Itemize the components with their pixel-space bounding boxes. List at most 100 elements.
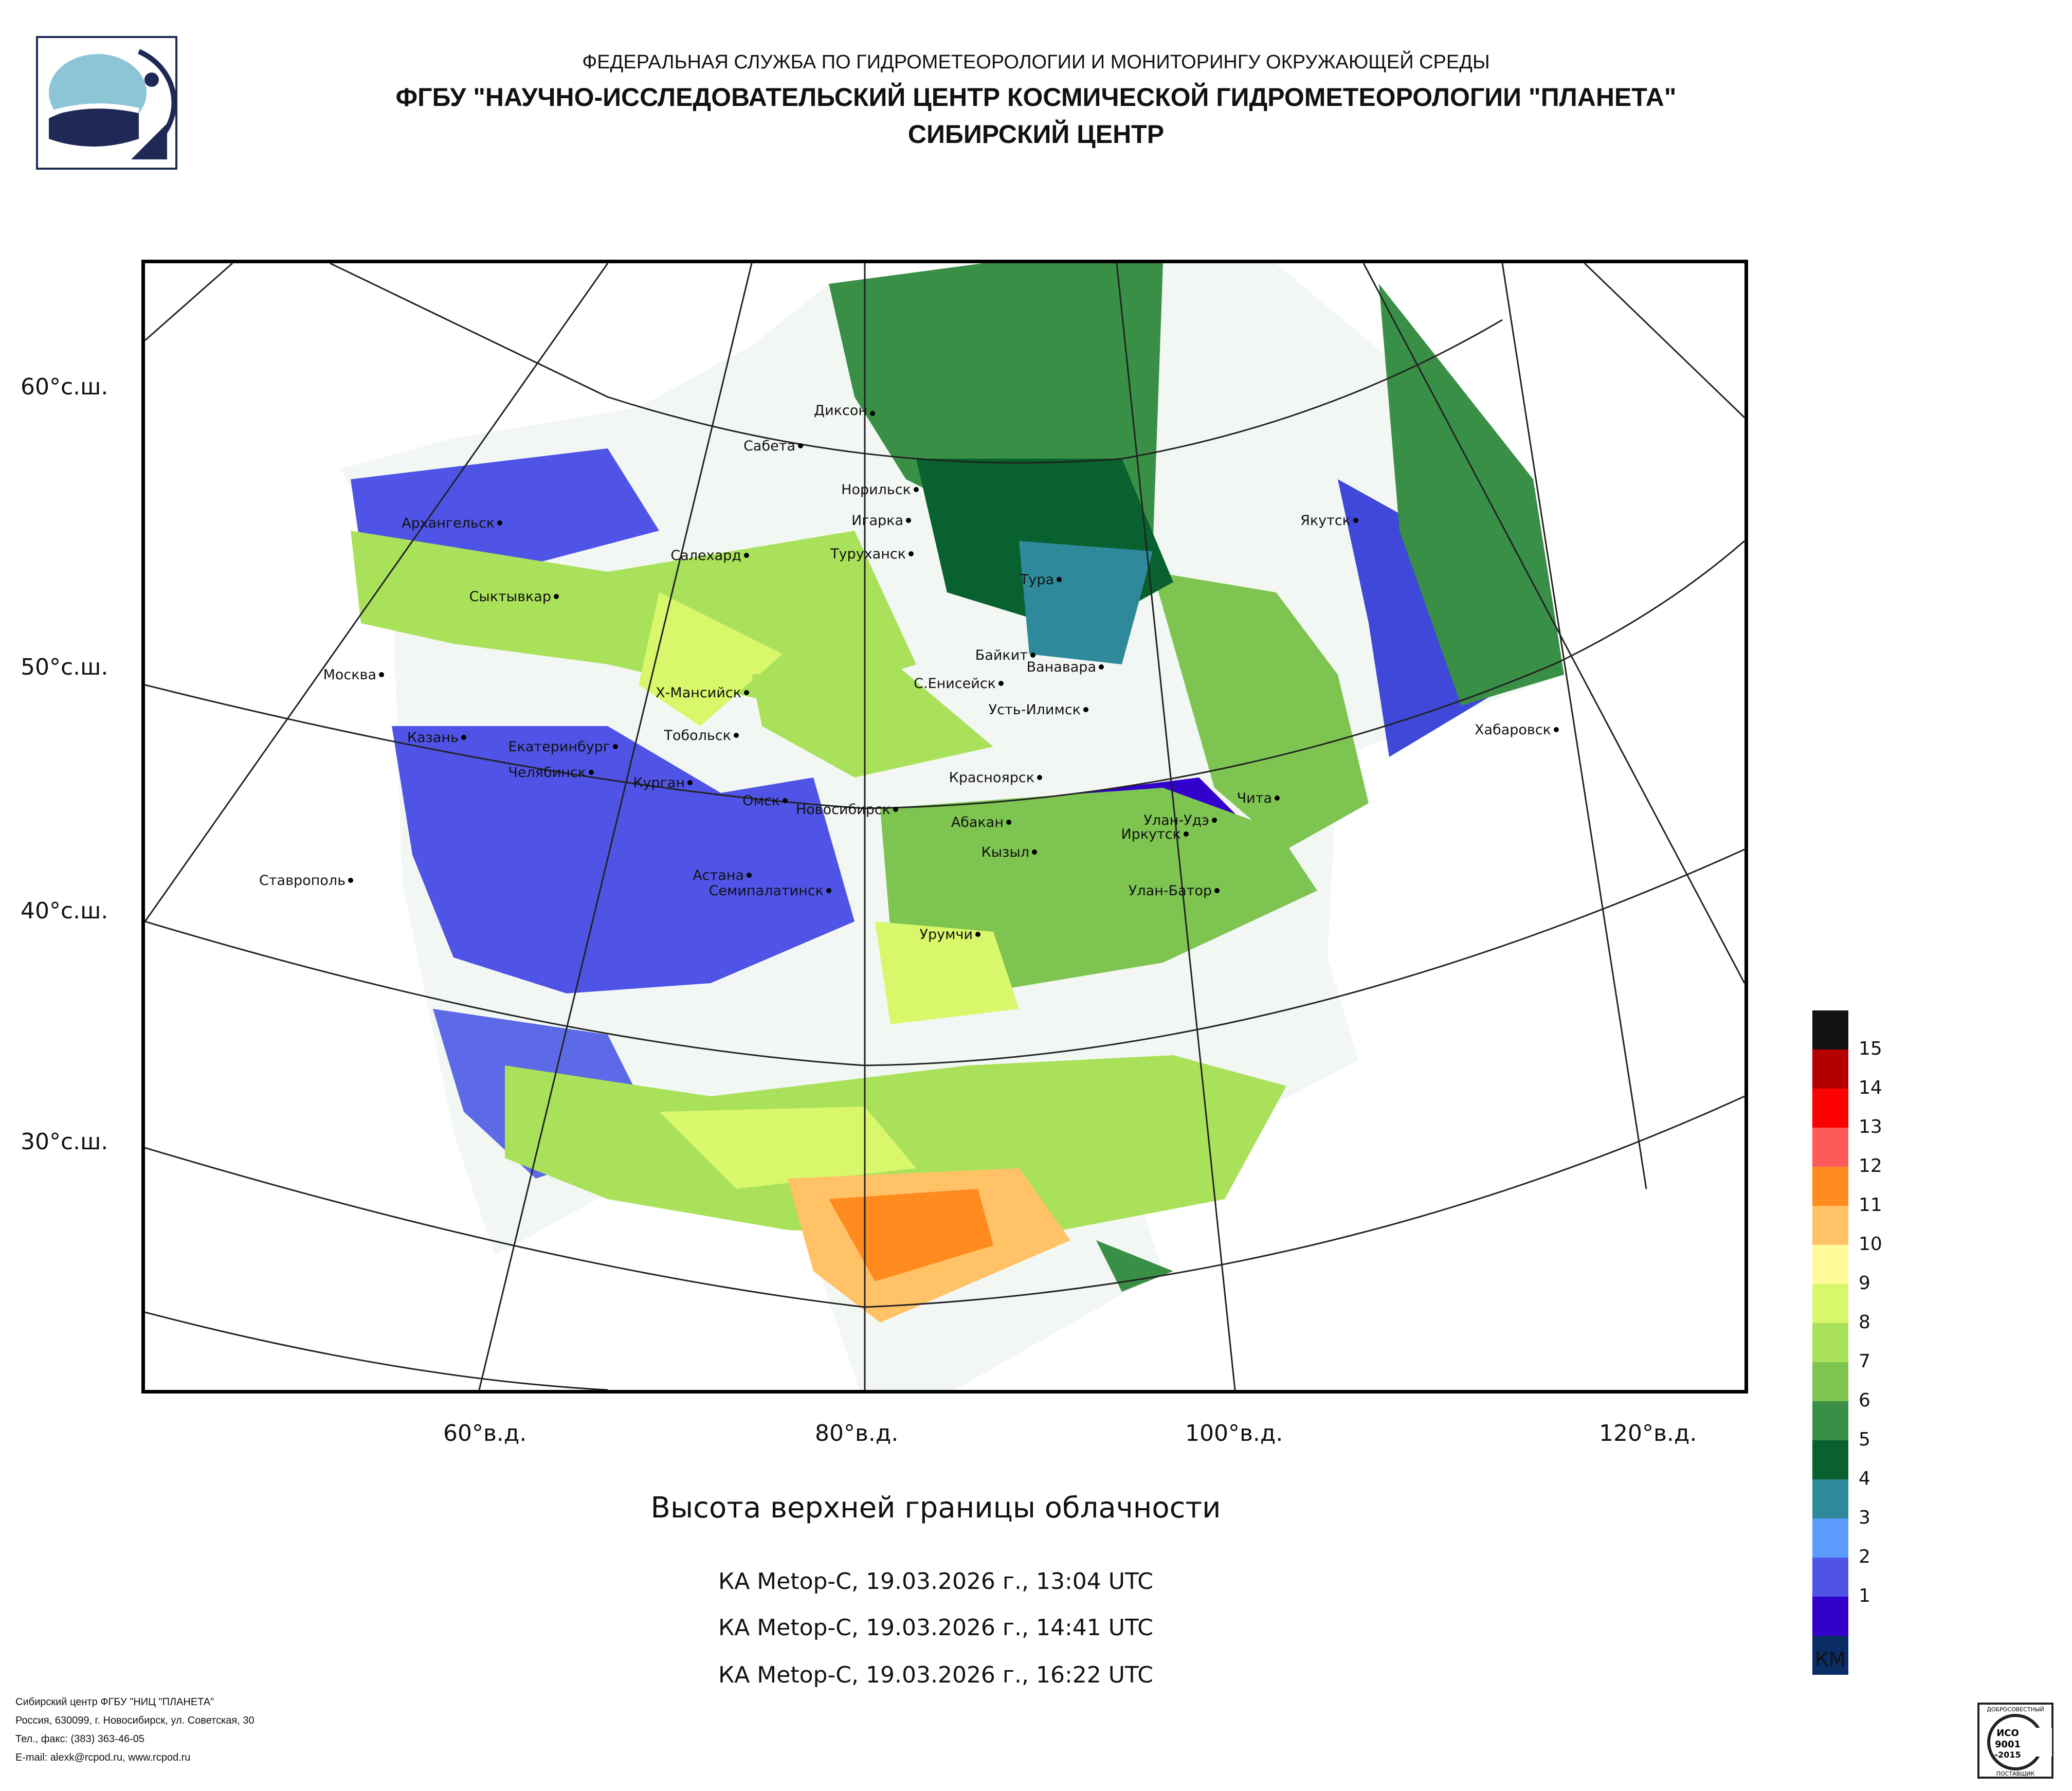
city-7-label: Архангельск — [402, 515, 495, 531]
legend-swatch-6 — [1812, 1245, 1848, 1284]
city-29-marker — [1032, 849, 1037, 855]
city-9-marker — [554, 594, 559, 599]
city-25-marker — [1275, 795, 1280, 801]
legend-swatch-10 — [1812, 1401, 1848, 1440]
cert-text-top: ДОБРОСОВЕСТНЫЙ — [1987, 1706, 2044, 1713]
legend-label-15: 15 — [1859, 1038, 1882, 1059]
cert-text-bottom: ПОСТАВЩИК — [1996, 1770, 2035, 1777]
legend-label-5: 5 — [1859, 1429, 1870, 1450]
legend-swatch-15 — [1812, 1597, 1848, 1636]
footer-address: Россия, 630099, г. Новосибирск, ул. Сове… — [15, 1715, 255, 1726]
city-1-label: Сабета — [743, 438, 795, 454]
city-30-marker — [348, 878, 353, 883]
cloud-coverage-swath — [340, 263, 1564, 1390]
city-10-label: Москва — [323, 667, 376, 683]
legend-swatch-12 — [1812, 1479, 1848, 1518]
legend-label-14: 14 — [1859, 1077, 1882, 1098]
city-1-marker — [798, 443, 803, 448]
city-27-marker — [1212, 818, 1217, 823]
footer-email: E-mail: alexk@rcpod.ru, www.rcpod.ru — [15, 1752, 191, 1763]
city-28-label: Иркутск — [1121, 826, 1181, 842]
city-26-label: Абакан — [951, 815, 1004, 830]
lat-label-50: 50°с.ш. — [21, 654, 108, 680]
legend-label-11: 11 — [1859, 1195, 1882, 1216]
city-12-label: Байкит — [975, 647, 1028, 663]
lat-label-40: 40°с.ш. — [21, 898, 108, 924]
pass-info-2: КА Metop-C, 19.03.2026 г., 14:41 UTC — [718, 1615, 1154, 1641]
city-2-marker — [914, 487, 919, 492]
legend-label-7: 7 — [1859, 1351, 1870, 1372]
city-0-marker — [870, 411, 875, 416]
city-6-marker — [1353, 518, 1358, 523]
legend-swatch-11 — [1812, 1440, 1848, 1479]
city-20-label: Челябинск — [508, 765, 586, 781]
city-29-label: Кызыл — [982, 844, 1029, 860]
city-8-marker — [744, 553, 749, 558]
lon-label-80: 80°в.д. — [815, 1420, 899, 1446]
legend-label-4: 4 — [1859, 1468, 1870, 1489]
cloud-top-height-map: Диксон Сабета Норильск Игарка Туруханск Тура Я… — [141, 260, 1748, 1394]
city-4-marker — [908, 551, 914, 556]
city-27-label: Улан-Удэ — [1143, 812, 1209, 828]
city-23-marker — [893, 807, 898, 812]
city-16-label: Хабаровск — [1475, 722, 1551, 738]
city-5-marker — [1057, 577, 1062, 582]
city-19-marker — [613, 744, 618, 749]
cert-text-iso: ИСО — [1996, 1728, 2019, 1739]
city-34-marker — [975, 932, 980, 937]
institute-name: ФГБУ "НАУЧНО-ИССЛЕДОВАТЕЛЬСКИЙ ЦЕНТР КОС… — [395, 83, 1677, 112]
legend-label-10: 10 — [1859, 1234, 1882, 1255]
lon-label-120: 120°в.д. — [1599, 1420, 1697, 1446]
city-18-marker — [734, 733, 739, 738]
city-10-marker — [379, 672, 384, 677]
legend-label-3: 3 — [1859, 1507, 1870, 1528]
legend-label-13: 13 — [1859, 1116, 1882, 1137]
legend-swatch-9 — [1812, 1362, 1848, 1401]
city-3-label: Игарка — [851, 513, 903, 529]
lon-label-100: 100°в.д. — [1185, 1420, 1283, 1446]
city-31-label: Астана — [693, 867, 744, 883]
city-28-marker — [1184, 831, 1189, 837]
legend-swatch-2 — [1812, 1089, 1848, 1128]
legend-swatch-16 — [1812, 1636, 1848, 1675]
map-canvas: Диксон Сабета Норильск Игарка Туруханск Тура Я… — [145, 263, 1744, 1390]
city-11-marker — [744, 690, 749, 695]
city-24-label: Красноярск — [949, 770, 1034, 786]
planeta-logo — [36, 36, 177, 170]
graticule — [145, 263, 1744, 1390]
city-34-label: Урумчи — [920, 927, 973, 943]
legend-swatch-13 — [1812, 1518, 1848, 1558]
city-5-label: Тура — [1020, 572, 1054, 588]
city-14-label: С.Енисейск — [914, 676, 996, 692]
cert-text-number: 9001 — [1995, 1739, 2021, 1750]
legend-label-12: 12 — [1859, 1155, 1882, 1177]
city-17-label: Казань — [407, 730, 459, 746]
city-33-label: Улан-Батор — [1129, 883, 1212, 899]
legend-unit: КМ — [1815, 1648, 1846, 1671]
city-22-label: Омск — [742, 793, 780, 809]
legend-label-9: 9 — [1859, 1273, 1870, 1294]
city-23-label: Новосибирск — [796, 802, 890, 818]
city-6-label: Якутск — [1300, 513, 1351, 529]
city-19-label: Екатеринбург — [508, 739, 610, 755]
product-title: Высота верхней границы облачности — [650, 1491, 1221, 1525]
legend-swatch-5 — [1812, 1206, 1848, 1245]
city-4-label: Туруханск — [830, 546, 906, 562]
legend-swatch-14 — [1812, 1558, 1848, 1597]
city-9-label: Сыктывкар — [469, 589, 551, 605]
city-31-marker — [747, 873, 752, 878]
lat-label-30: 30°с.ш. — [21, 1129, 108, 1155]
legend-label-6: 6 — [1859, 1390, 1870, 1411]
city-26-marker — [1006, 820, 1011, 825]
city-24-marker — [1037, 775, 1042, 780]
city-13-marker — [1099, 664, 1104, 670]
city-7-marker — [497, 520, 502, 526]
footer-phone: Тел., факс: (383) 363-46-05 — [15, 1733, 144, 1745]
legend-label-1: 1 — [1859, 1585, 1870, 1606]
footer-org: Сибирский центр ФГБУ "НИЦ "ПЛАНЕТА" — [15, 1696, 214, 1708]
city-14-marker — [998, 681, 1004, 686]
legend-label-2: 2 — [1859, 1546, 1870, 1567]
city-12-marker — [1030, 653, 1035, 658]
cert-text-year: -2015 — [1994, 1750, 2021, 1760]
legend-swatch-8 — [1812, 1323, 1848, 1362]
